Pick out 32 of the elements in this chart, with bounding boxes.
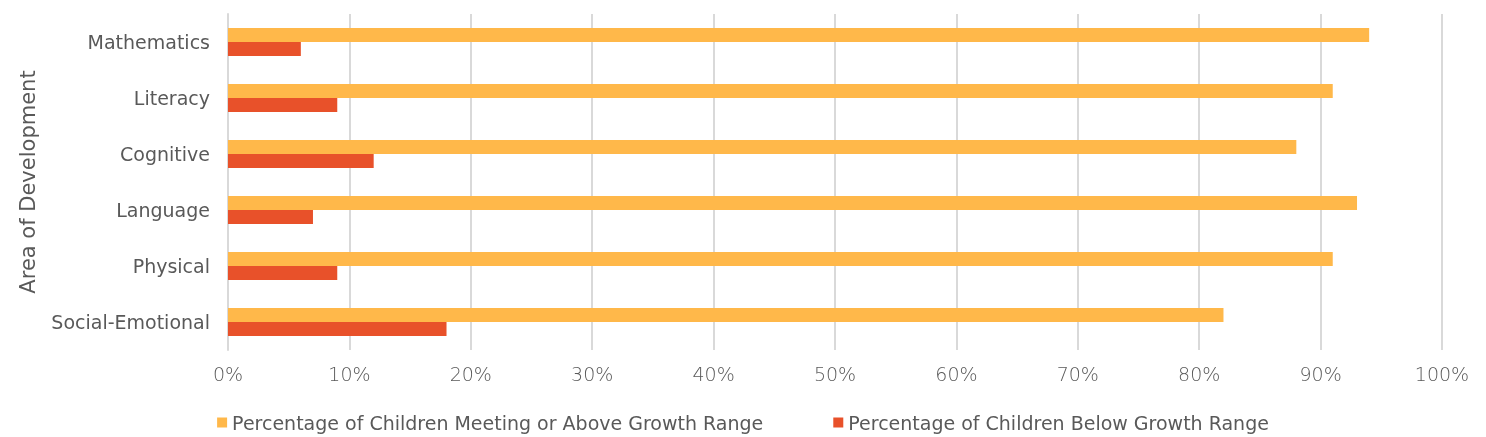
bar [228,196,1358,210]
y-tick-label: Social-Emotional [51,311,210,333]
x-tick-label: 100% [1414,362,1470,385]
y-tick-label: Physical [132,255,210,277]
y-tick-label: Cognitive [120,143,210,165]
y-axis-title: Area of Development [15,70,40,294]
x-tick-label: 10% [328,362,371,385]
x-tick-label: 90% [1299,362,1342,385]
x-tick-label: 50% [813,362,857,385]
bar [228,42,301,56]
x-tick-label: 30% [571,362,614,385]
x-tick-label: 60% [935,362,978,385]
y-tick-label: Literacy [133,87,210,109]
x-tick-label: 40% [692,362,735,385]
bar [228,28,1370,42]
legend-label: Percentage of Children Below Growth Range [848,411,1269,434]
y-tick-label: Mathematics [87,31,210,53]
x-tick-label: 80% [1178,362,1221,385]
x-tick-label: 0% [212,362,244,385]
bar [228,252,1333,266]
legend-label: Percentage of Children Meeting or Above Growth Range [232,411,764,434]
y-tick-label: Language [116,199,210,221]
x-tick-label: 20% [449,362,492,385]
bar [228,98,338,112]
bar [228,322,447,336]
bar [228,140,1297,154]
x-tick-label: 70% [1056,362,1099,385]
bar [228,154,374,168]
bar [228,84,1333,98]
bar [228,308,1224,322]
bar [228,266,338,280]
bar [228,210,313,224]
